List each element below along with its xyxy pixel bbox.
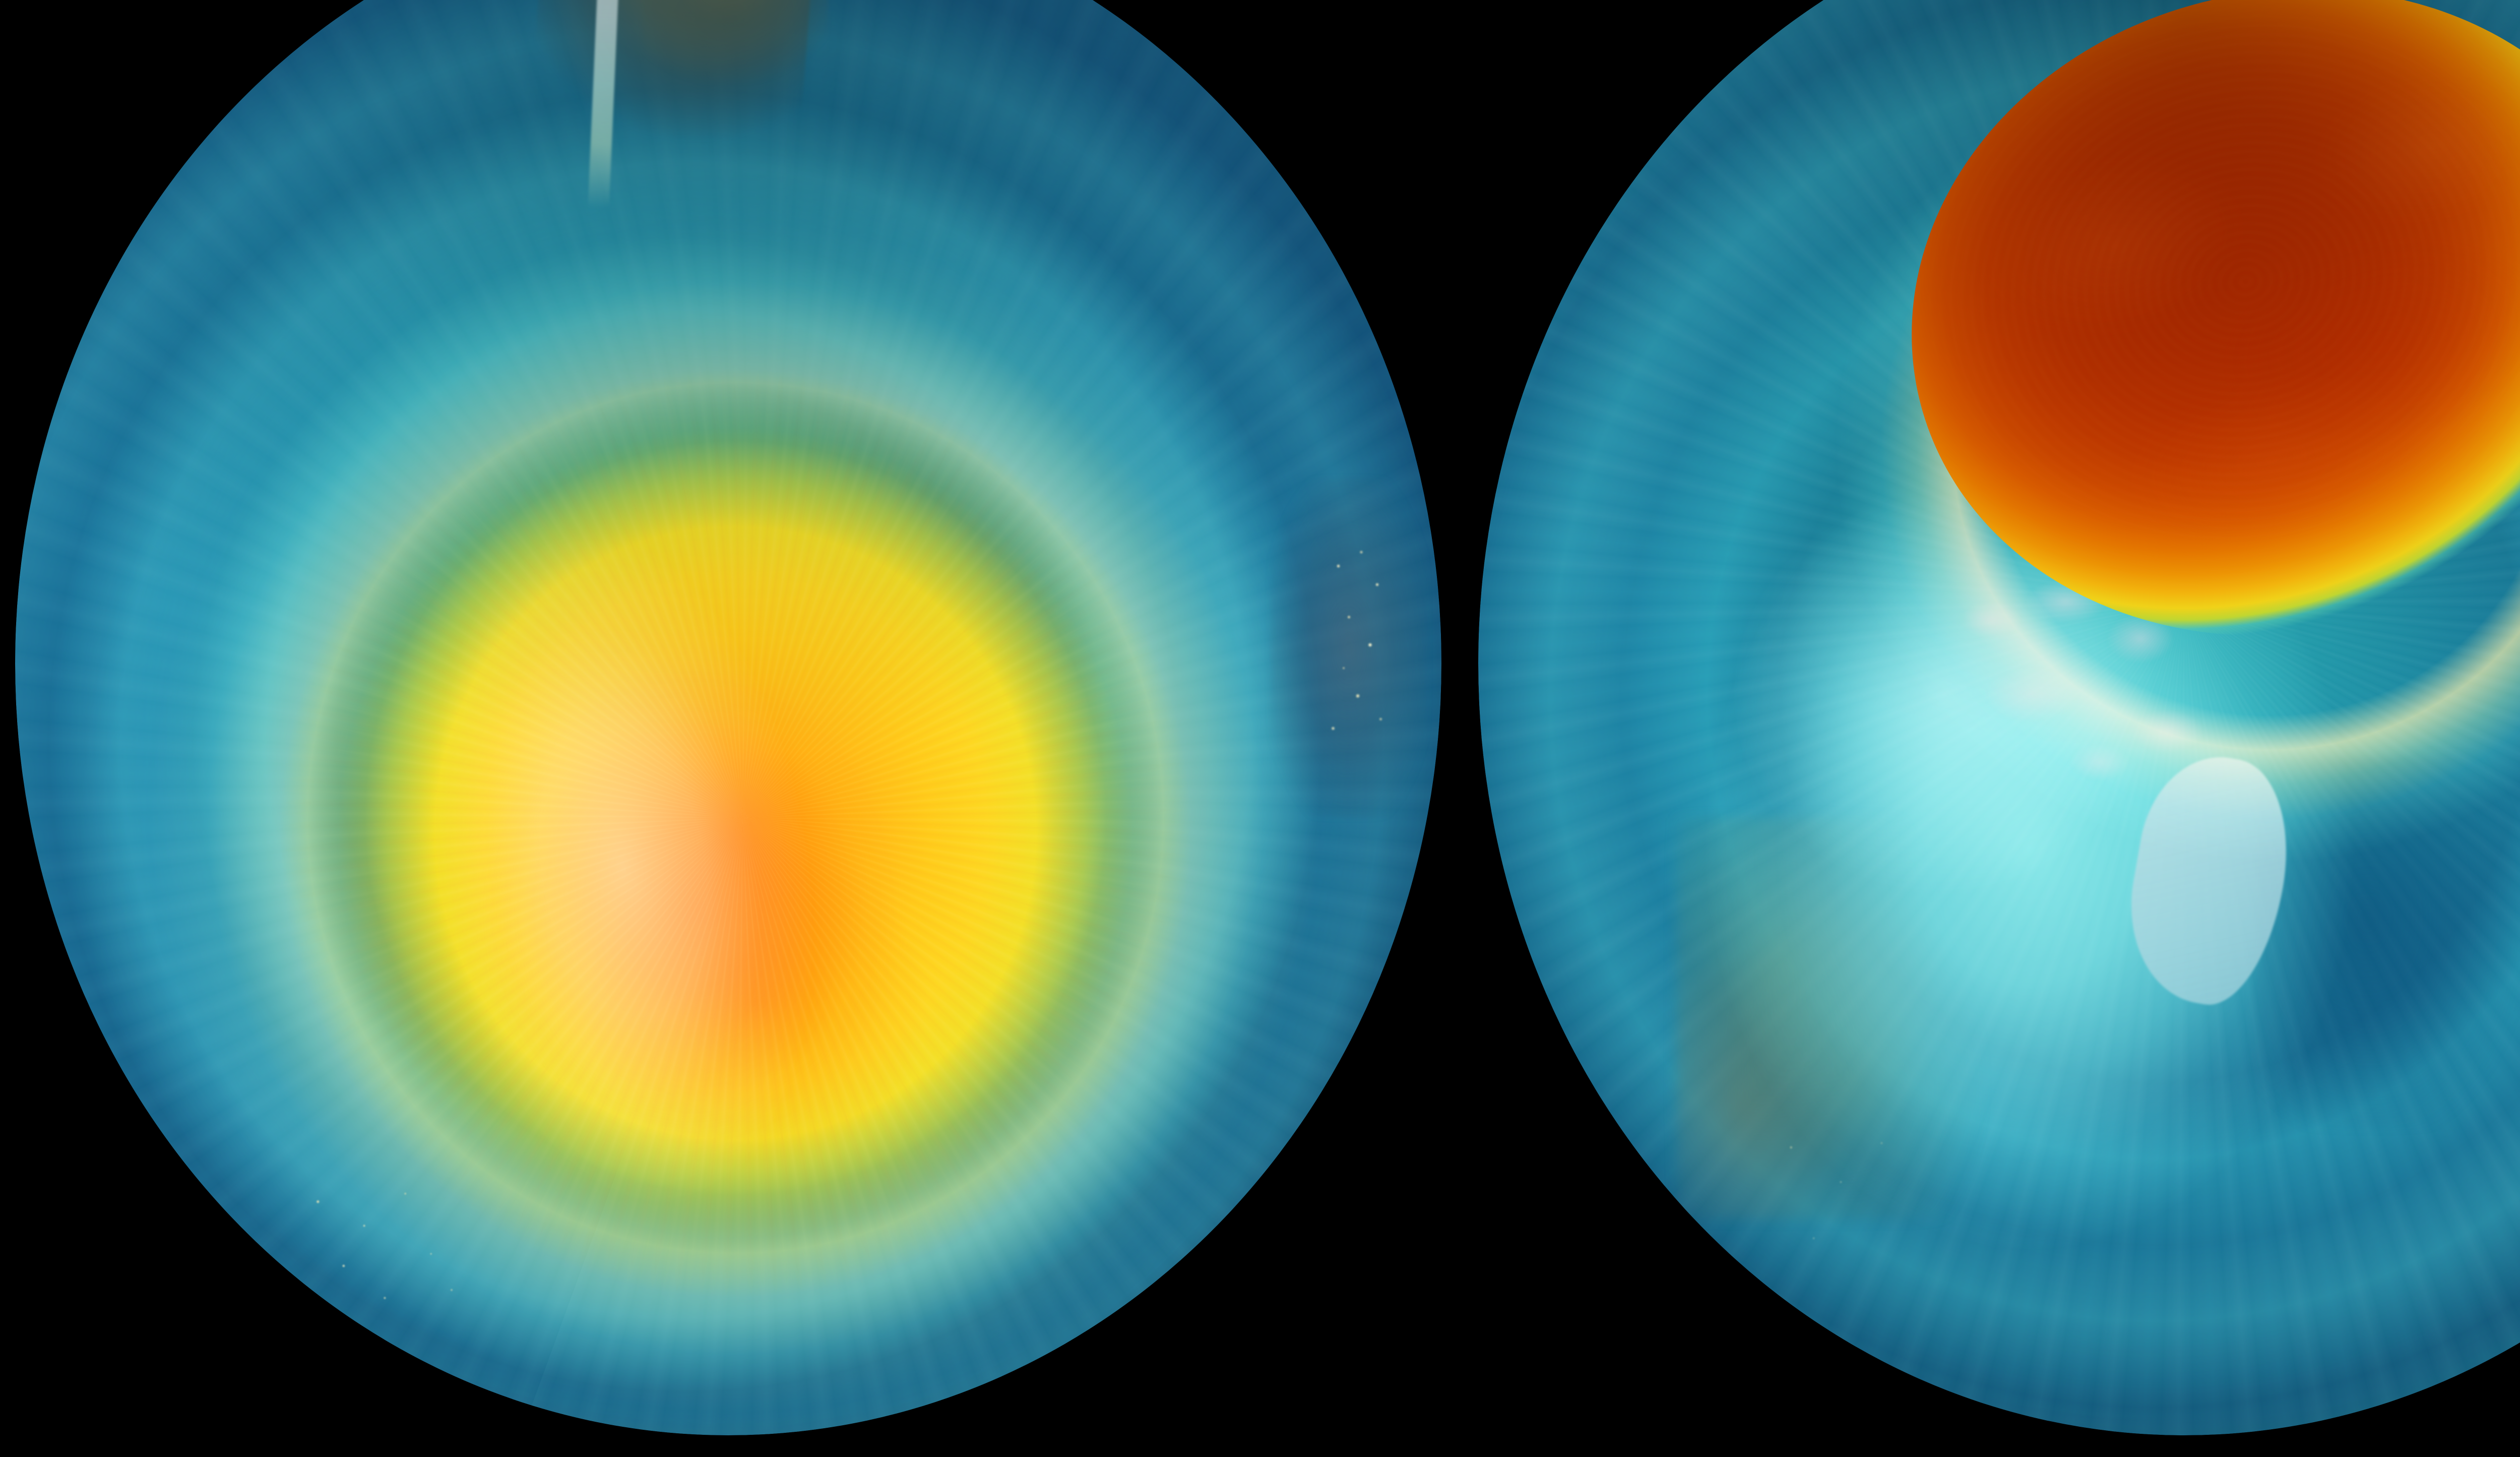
globe-north-pole[interactable]: Intense deep red-orange high-ozone mass …: [1478, 0, 2520, 1435]
north-top-shadow: [1478, 0, 2520, 1435]
globe-south-pole[interactable]: Large yellow-to-orange low-ozone vortex …: [15, 0, 1441, 1435]
south-top-shadow: [15, 0, 1441, 1435]
scene-title: Global Stratospheric Ozone Column — Pola…: [0, 0, 1, 1]
south-limb-darkening: [15, 0, 1441, 1435]
